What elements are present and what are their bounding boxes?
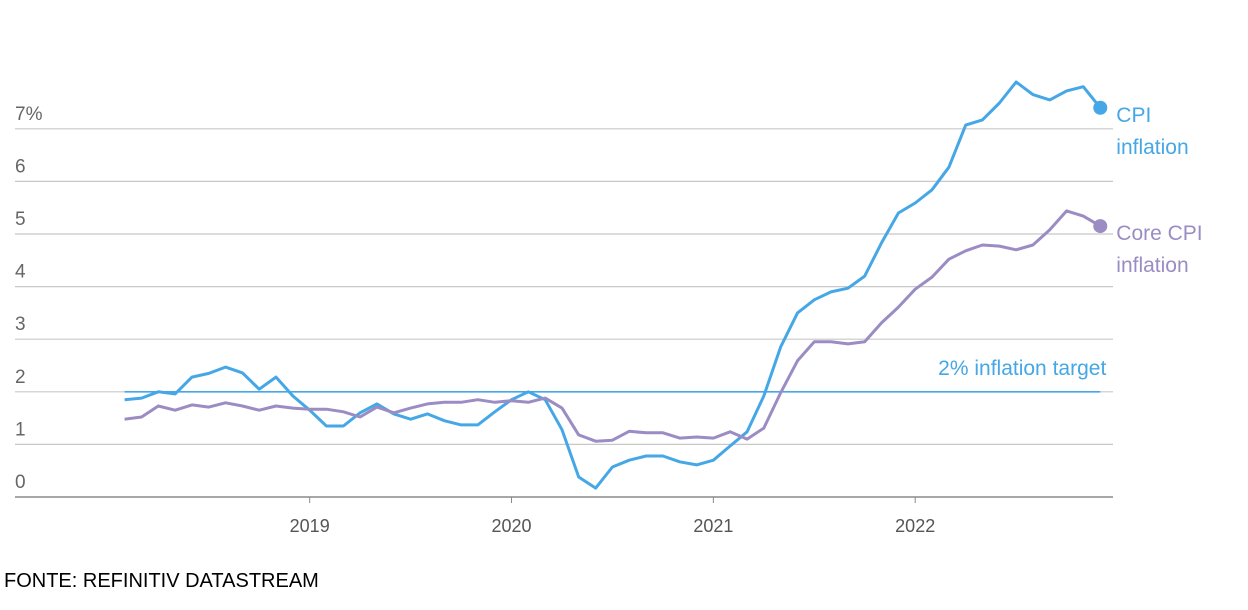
y-tick-label: 5	[15, 209, 26, 230]
end-dot	[1093, 219, 1108, 234]
x-tick-label: 2021	[693, 516, 733, 536]
y-tick-label: 0	[15, 472, 26, 493]
series-line	[124, 209, 1102, 443]
x-tick-label: 2022	[895, 516, 935, 536]
series-line	[124, 80, 1102, 490]
y-tick-label: 6	[15, 156, 26, 177]
end-dot	[1093, 100, 1108, 115]
series-label: CPI inflation	[1116, 103, 1189, 159]
x-tick-label: 2019	[290, 516, 330, 536]
y-tick-label: 3	[15, 314, 26, 335]
y-tick-label: 1	[15, 419, 26, 440]
source-note: FONTE: REFINITIV DATASTREAM	[4, 570, 319, 592]
target-label: 2% inflation target	[938, 357, 1106, 380]
x-tick-label: 2020	[491, 516, 531, 536]
series-label: Core CPI inflation	[1116, 222, 1203, 278]
y-tick-label: 2	[15, 367, 26, 388]
y-tick-label: 7%	[15, 104, 43, 125]
y-tick-label: 4	[15, 262, 26, 283]
